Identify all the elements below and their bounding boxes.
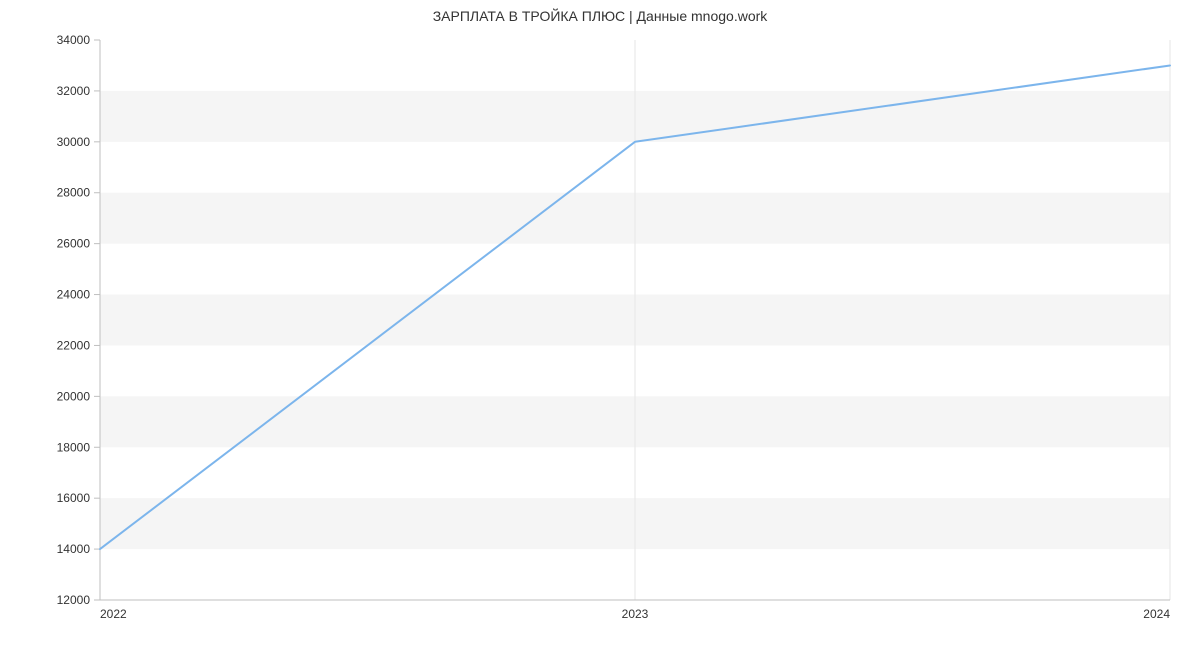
y-tick-label: 32000 bbox=[57, 84, 91, 98]
y-tick-label: 22000 bbox=[57, 338, 91, 352]
y-tick-label: 28000 bbox=[57, 186, 91, 200]
x-tick-label: 2023 bbox=[622, 607, 649, 621]
chart-svg: 12000 14000 16000 18000 20000 22000 24000 26000… bbox=[0, 0, 1200, 650]
y-tick-label: 34000 bbox=[57, 33, 91, 47]
y-tick-label: 12000 bbox=[57, 593, 91, 607]
salary-chart: ЗАРПЛАТА В ТРОЙКА ПЛЮС | Данные mnogo.wo… bbox=[0, 0, 1200, 650]
x-tick-label: 2024 bbox=[1143, 607, 1170, 621]
y-tick-label: 16000 bbox=[57, 491, 91, 505]
y-tick-label: 24000 bbox=[57, 288, 91, 302]
y-tick-label: 18000 bbox=[57, 440, 91, 454]
y-tick-label: 30000 bbox=[57, 135, 91, 149]
x-tick-label: 2022 bbox=[100, 607, 127, 621]
y-tick-label: 14000 bbox=[57, 542, 91, 556]
y-tick-label: 20000 bbox=[57, 389, 91, 403]
y-tick-label: 26000 bbox=[57, 237, 91, 251]
